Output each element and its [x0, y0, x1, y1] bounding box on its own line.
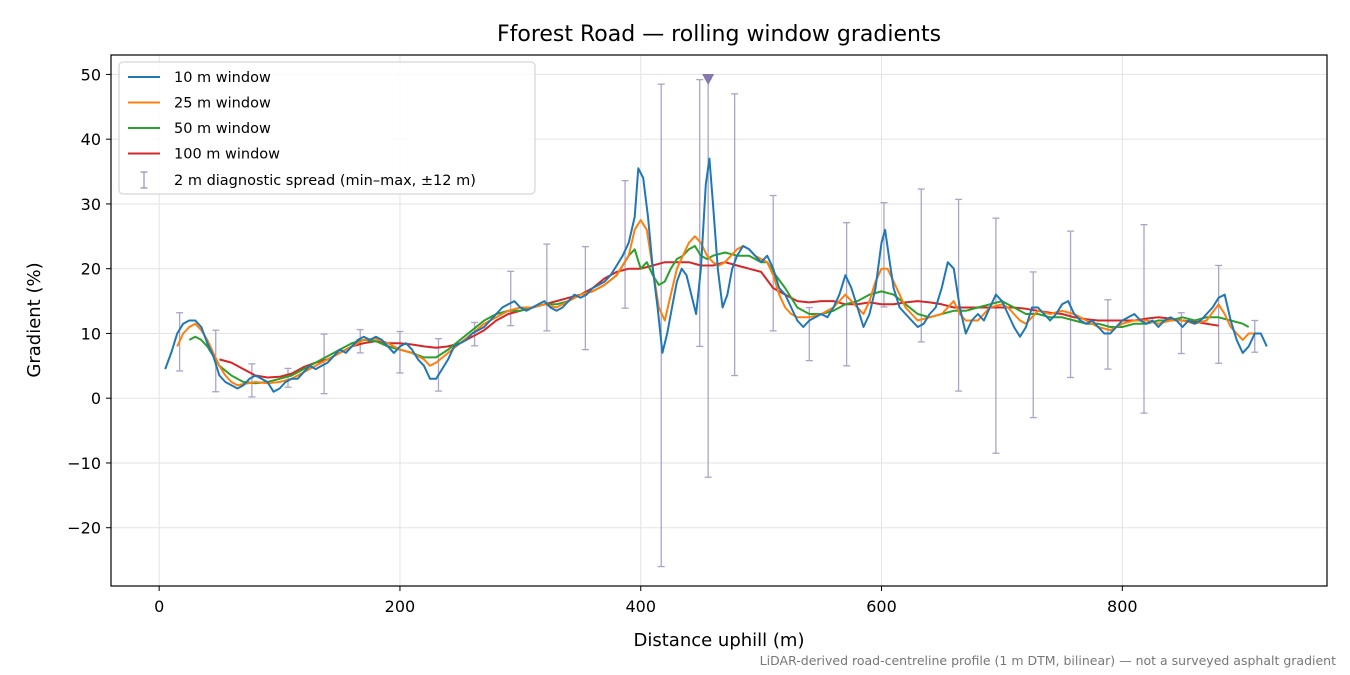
x-tick-label-0: 0: [154, 597, 164, 616]
diagnostic-spread-bar-30: [1251, 319, 1259, 353]
diagnostic-spread-bar-13: [657, 83, 665, 568]
y-tick-label-4: 20: [81, 260, 101, 279]
legend-label-2: 50 m window: [174, 121, 271, 137]
y-tick-label-2: 0: [91, 389, 101, 408]
diagnostic-spread-bar-6: [396, 330, 404, 374]
x-axis-ticks: 0 200 400 600 800: [154, 586, 1138, 616]
diagnostic-spread-bar-16: [731, 93, 739, 377]
legend-entry-diagnostic-spread: 2 m diagnostic spread (min–max, ±12 m): [140, 171, 476, 189]
diagnostic-spread-bar-14: [696, 78, 704, 348]
x-tick-label-3: 600: [866, 597, 897, 616]
x-tick-label-2: 400: [625, 597, 656, 616]
peak-marker-layer: [702, 73, 715, 85]
diagnostic-spread-bar-11: [581, 246, 589, 351]
x-axis-label: Distance uphill (m): [634, 630, 805, 651]
diagnostic-spread-bar-23: [992, 217, 1000, 454]
y-tick-label-7: 50: [81, 65, 101, 84]
diagnostic-spread-bar-12: [621, 179, 629, 309]
legend-entry-3: 100 m window: [128, 147, 280, 163]
x-tick-label-4: 800: [1107, 597, 1138, 616]
diagnostic-spread-bar-29: [1215, 264, 1223, 364]
x-tick-label-1: 200: [385, 597, 416, 616]
legend-swatch-errorbar: [140, 171, 148, 189]
diagnostic-spread-bar-10: [543, 243, 551, 332]
series-line-2: [188, 245, 1250, 385]
y-tick-label-5: 30: [81, 195, 101, 214]
diagnostic-spread-bar-19: [843, 222, 851, 367]
series-line-0: [164, 157, 1268, 393]
chart-title: Fforest Road — rolling window gradients: [497, 22, 941, 47]
diagnostic-spread-bar-17: [769, 194, 777, 332]
plot-frame: [110, 54, 1328, 587]
series-lines: [164, 157, 1268, 393]
y-axis-label: Gradient (%): [24, 262, 45, 377]
diagnostic-spread-bar-24: [1029, 271, 1037, 419]
legend-label-3: 100 m window: [174, 147, 280, 163]
y-tick-label-6: 40: [81, 130, 101, 149]
y-tick-label-1: −10: [67, 454, 101, 473]
peak-marker: [702, 73, 715, 85]
diagnostic-spread-bar-21: [917, 188, 925, 343]
diagnostic-spread-errorbars: [176, 78, 1259, 568]
series-line-1: [176, 219, 1255, 387]
legend: 10 m window 25 m window 50 m window 100 m w…: [118, 61, 536, 195]
legend-entry-0: 10 m window: [128, 70, 271, 86]
y-tick-label-3: 10: [81, 324, 101, 343]
footnote: LiDAR-derived road-centreline profile (1…: [760, 653, 1336, 668]
diagnostic-spread-bar-8: [471, 321, 479, 347]
diagnostic-spread-bar-3: [284, 367, 292, 388]
legend-label-0: 10 m window: [174, 70, 271, 86]
diagnostic-spread-bar-9: [507, 270, 515, 327]
diagnostic-spread-bar-20: [880, 201, 888, 308]
diagnostic-spread-bar-18: [805, 306, 813, 362]
legend-entry-2: 50 m window: [128, 121, 271, 137]
legend-entry-1: 25 m window: [128, 96, 271, 112]
legend-box: [118, 61, 536, 195]
diagnostic-spread-bar-2: [248, 363, 256, 398]
y-axis-ticks: −20 −10 0 10 20 30 40 50: [67, 65, 111, 538]
legend-label-1: 25 m window: [174, 96, 271, 112]
y-tick-label-0: −20: [67, 519, 101, 538]
legend-label-diagnostic-spread: 2 m diagnostic spread (min–max, ±12 m): [174, 173, 476, 189]
